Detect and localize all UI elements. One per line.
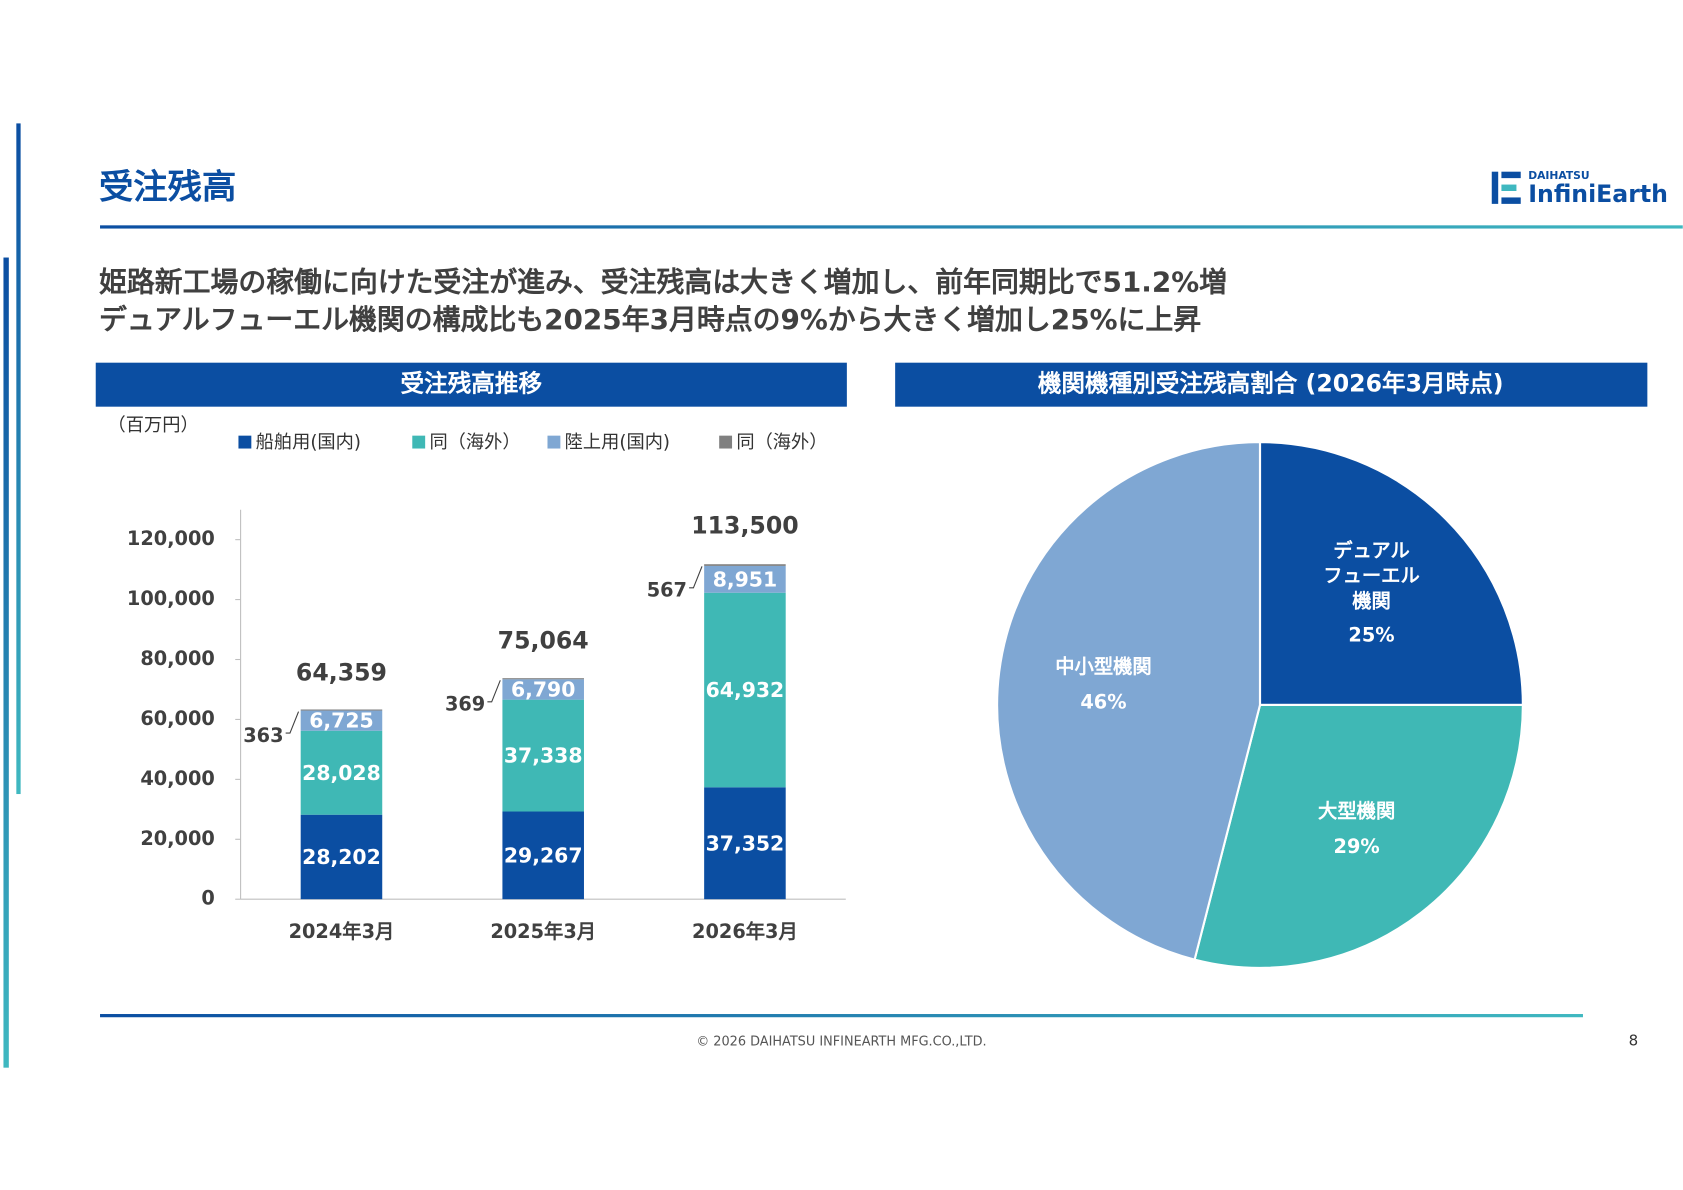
bar-segment <box>704 565 786 593</box>
value-label: 6,790 <box>511 678 575 702</box>
value-label: 37,338 <box>504 744 583 768</box>
value-label: 28,202 <box>302 845 381 869</box>
pie-slice <box>996 441 1262 961</box>
value-label: 28,028 <box>302 761 381 785</box>
logo-mark <box>1491 171 1499 204</box>
value-label: 29,267 <box>504 843 583 867</box>
y-tick-label: 60,000 <box>140 707 214 730</box>
legend-label: 陸上用(国内) <box>565 432 670 453</box>
pie-slice <box>1193 703 1524 969</box>
header-rule <box>100 225 1683 229</box>
value-label: 567 <box>647 579 687 602</box>
value-label: 363 <box>243 724 283 747</box>
chart-title: 受注残高推移 <box>401 370 543 398</box>
total-label: 75,064 <box>498 627 589 655</box>
bar-segment <box>300 730 383 815</box>
message: 姫路新工場の稼働に向けた受注が進み、受注残高は大きく増加し、前年同期比で51.2… <box>99 265 1227 298</box>
logo-mark <box>1501 197 1521 204</box>
value-label: 37,352 <box>706 831 785 855</box>
y-tick-label: 40,000 <box>140 767 214 790</box>
bar-segment <box>300 814 383 900</box>
y-tick-label: 80,000 <box>140 647 214 670</box>
side-bar <box>16 123 21 795</box>
legend-label: 船舶用(国内) <box>256 432 361 453</box>
bar-segment <box>704 787 786 900</box>
bar-segment <box>300 709 383 711</box>
y-tick-label: 120,000 <box>127 527 215 550</box>
slice-value: 25% <box>1348 623 1394 646</box>
bar-segment <box>502 678 584 680</box>
bar-segment <box>502 811 584 900</box>
slice-value: 29% <box>1334 835 1380 858</box>
logo-mark <box>1501 171 1521 179</box>
slice-label: デュアルフューエル機関 <box>1323 539 1420 612</box>
y-unit: （百万円） <box>108 415 199 436</box>
copyright: © 2026 DAIHATSU INFINEARTH MFG.CO.,LTD. <box>696 1034 986 1049</box>
slice-label: 中小型機関 <box>1055 655 1152 678</box>
legend-swatch <box>719 435 733 449</box>
value-label: 6,725 <box>309 709 373 733</box>
value-label: 369 <box>445 693 485 716</box>
legend-label: 同（海外） <box>429 432 520 453</box>
logo-name: InfiniEarth <box>1528 180 1668 208</box>
side-bar <box>3 257 9 1068</box>
footer-rule <box>100 1014 1583 1018</box>
slice-value: 46% <box>1080 690 1126 713</box>
x-tick-label: 2026年3月 <box>692 920 798 943</box>
legend-swatch <box>547 435 561 449</box>
panel-header <box>95 362 847 407</box>
bar-segment <box>502 699 584 812</box>
chart-title: 機関機種別受注残高割合 (2026年3月時点) <box>1038 370 1504 398</box>
legend-swatch <box>412 435 426 449</box>
y-tick-label: 100,000 <box>127 587 215 610</box>
logo-mark <box>1501 184 1517 192</box>
y-tick-label: 20,000 <box>140 827 214 850</box>
page-title: 受注残高 <box>99 167 236 207</box>
legend-swatch <box>238 435 252 449</box>
legend-label: 同（海外） <box>736 432 827 453</box>
x-tick-label: 2025年3月 <box>490 920 596 943</box>
bar-segment <box>704 592 786 788</box>
slice-label: 大型機関 <box>1318 799 1395 822</box>
leader-line <box>689 566 703 589</box>
panel-header <box>895 362 1648 407</box>
leader-line <box>487 680 501 703</box>
page-number: 8 <box>1629 1031 1639 1049</box>
bar-segment <box>300 710 383 731</box>
message: デュアルフューエル機関の構成比も2025年3月時点の9%から大きく増加し25%に… <box>99 303 1201 336</box>
logo: DAIHATSU InfiniEarth <box>1491 169 1668 208</box>
bar-segment <box>704 564 786 566</box>
value-label: 64,932 <box>706 678 785 702</box>
total-label: 113,500 <box>691 511 798 539</box>
total-label: 64,359 <box>296 659 387 687</box>
y-tick-label: 0 <box>201 887 214 910</box>
logo-top: DAIHATSU <box>1528 169 1589 182</box>
x-tick-label: 2024年3月 <box>289 920 395 943</box>
pie-slice <box>1258 441 1524 707</box>
bar-segment <box>502 679 584 700</box>
leader-line <box>285 711 300 734</box>
value-label: 8,951 <box>713 567 777 591</box>
